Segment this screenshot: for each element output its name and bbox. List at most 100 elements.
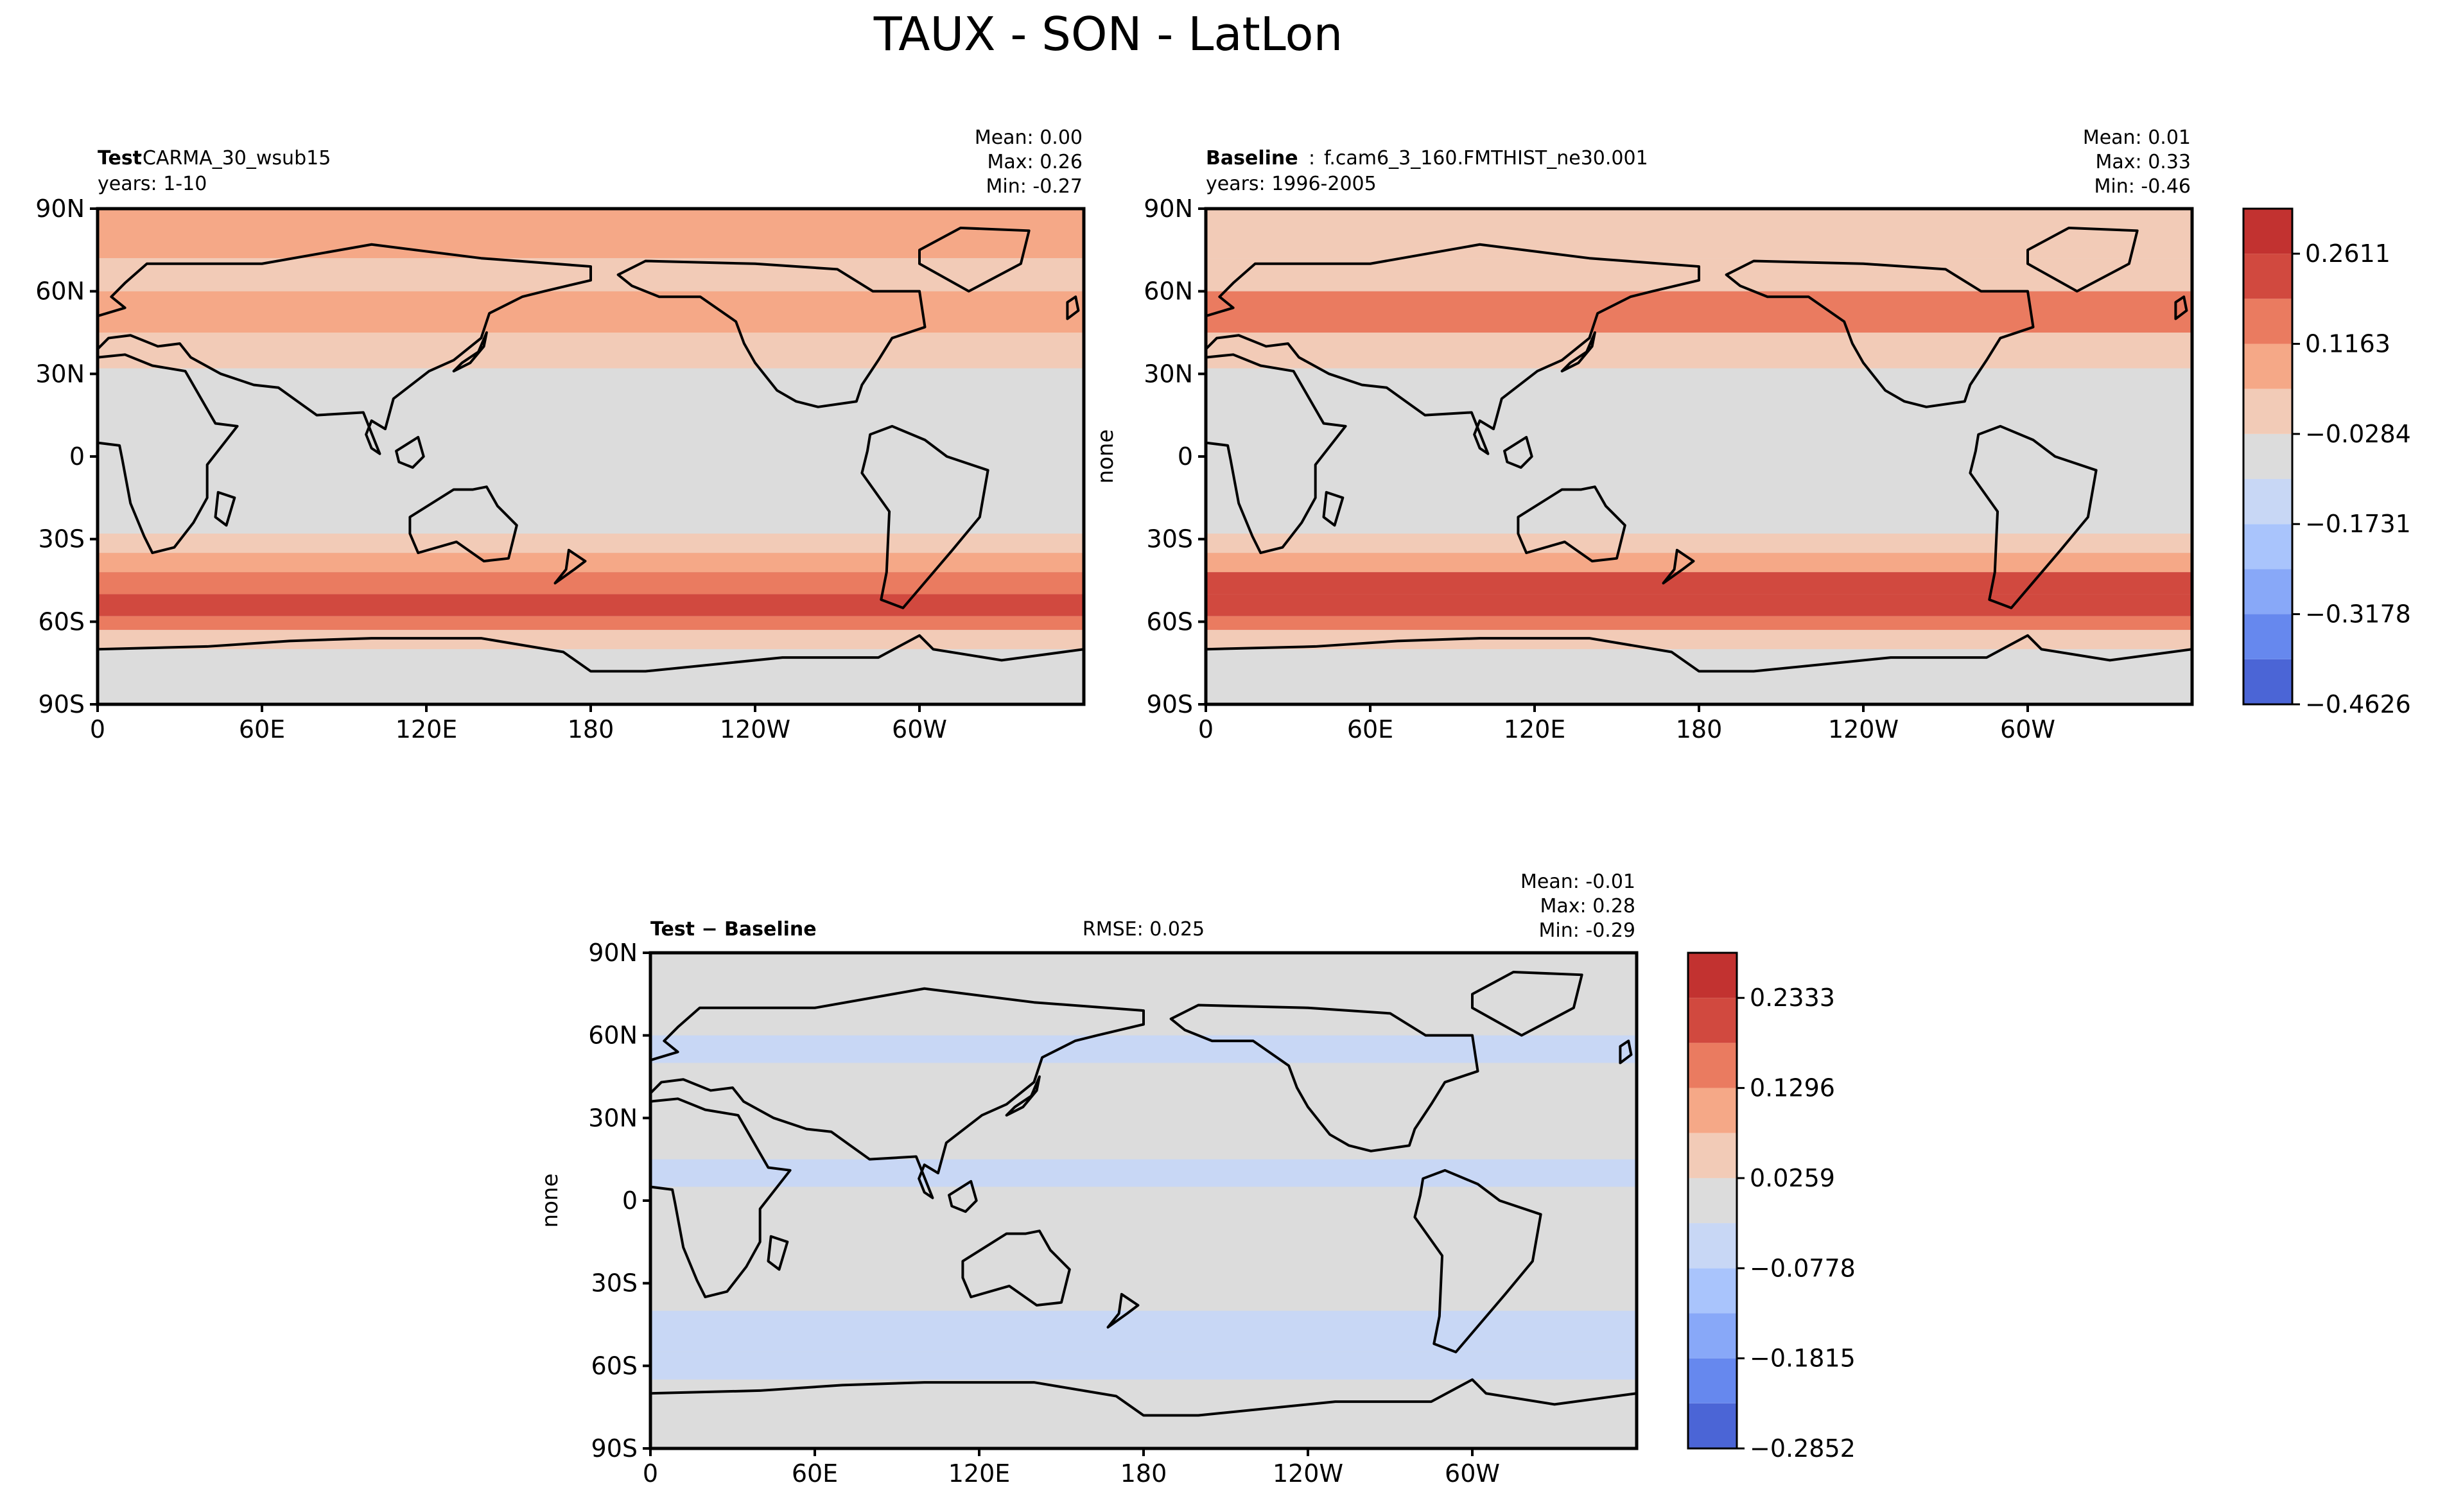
panel-baseline-years: years: 1996-2005: [1206, 173, 1377, 195]
colorbar-tick-label: 0.1163: [2305, 330, 2390, 358]
colorbar-tick-label: −0.3178: [2305, 600, 2411, 629]
zonal-band: [1206, 594, 2192, 616]
colorbar-bottom: −0.2852 −0.1815 −0.0778 0.0259 0.1296 0.2333: [1687, 952, 1856, 1463]
x-tick-label: 120E: [1504, 715, 1566, 743]
zonal-band: [650, 1310, 1637, 1352]
panel-diff-mean: Mean: -0.01: [1520, 871, 1635, 893]
zonal-band: [98, 649, 1084, 704]
y-tick-label: 60N: [1144, 277, 1193, 306]
x-tick-label: 120E: [396, 715, 458, 743]
colorbar-segment: [1688, 998, 1737, 1043]
coastline: [650, 1378, 1637, 1448]
x-tick-label: 60E: [792, 1459, 838, 1488]
zonal-band: [98, 616, 1084, 630]
coastline: [1206, 634, 2192, 704]
x-tick-label: 60E: [239, 715, 285, 743]
panel-test-years: years: 1-10: [98, 173, 207, 195]
panel-baseline-min: Min: -0.46: [2094, 175, 2191, 198]
coastline: [98, 243, 592, 455]
coastline: [1619, 1039, 1633, 1064]
panel-test-ticks: 0 60E 120E 180 120W 60W 90N 60N 30N 0 30S 60S 90S: [35, 195, 947, 743]
coastline: [408, 485, 518, 562]
coastline: [452, 331, 488, 373]
colorbar-tick-label: 0.0259: [1750, 1164, 1835, 1192]
zonal-band: [1206, 616, 2192, 630]
panel-test-title-case: CARMA_30_wsub15: [143, 147, 331, 169]
zonal-band: [650, 1035, 1637, 1063]
zonal-band: [650, 1159, 1637, 1187]
panel-test-map: [98, 209, 1084, 704]
panel-diff-map: [650, 953, 1637, 1448]
coastline: [1206, 243, 1700, 455]
zonal-band: [98, 470, 1084, 534]
colorbar-segment: [2243, 343, 2292, 389]
colorbar-segment: [2243, 299, 2292, 344]
coastline: [1066, 295, 1080, 320]
colorbar-tick-label: 0.2333: [1750, 984, 1835, 1012]
colorbar-segment: [1688, 953, 1737, 998]
zonal-band: [1206, 649, 2192, 704]
coastline: [214, 491, 236, 527]
zonal-band: [1206, 291, 2192, 333]
coastline: [395, 435, 425, 469]
coastline: [2026, 227, 2139, 293]
colorbar-segment: [1688, 1088, 1737, 1133]
coastline: [767, 1235, 789, 1271]
colorbar-segment: [1688, 1133, 1737, 1178]
colorbar-segment: [2243, 524, 2292, 569]
x-tick-label: 60W: [892, 715, 947, 743]
y-tick-label: 90N: [588, 939, 638, 967]
coastline: [961, 1230, 1071, 1307]
colorbar-segment: [2243, 614, 2292, 659]
x-tick-label: 120W: [1828, 715, 1899, 743]
panel-test-title-sep: :: [136, 147, 143, 169]
y-tick-label: 30S: [39, 525, 85, 553]
coastline: [1517, 485, 1626, 562]
coastline: [1169, 1004, 1479, 1152]
zonal-band: [1206, 470, 2192, 534]
coastline: [650, 1097, 792, 1299]
y-tick-label: 60S: [39, 607, 85, 636]
y-tick-label: 30S: [591, 1269, 638, 1298]
x-tick-label: 0: [90, 715, 105, 743]
zonal-band: [98, 534, 1084, 553]
panel-baseline-title-sep: :: [1309, 147, 1315, 169]
zonal-band: [1206, 572, 2192, 595]
colorbar-segment: [1688, 1268, 1737, 1314]
colorbar-tick-label: 0.2611: [2305, 239, 2390, 268]
colorbar-tick-label: 0.1296: [1750, 1074, 1835, 1102]
coastline: [1662, 548, 1695, 585]
x-tick-label: 0: [1198, 715, 1214, 743]
zonal-band: [1206, 630, 2192, 650]
x-tick-label: 0: [643, 1459, 658, 1488]
y-tick-label: 90S: [1147, 690, 1193, 718]
x-tick-label: 60W: [2000, 715, 2055, 743]
coastline: [553, 548, 587, 585]
colorbar-segment: [1688, 1403, 1737, 1448]
coastline: [1725, 259, 2035, 408]
panel-diff-ticks: 0 60E 120E 180 120W 60W 90N 60N 30N 0 30S 60S 90S: [588, 939, 1500, 1488]
zonal-band: [98, 291, 1084, 333]
zonal-band: [650, 1351, 1637, 1380]
colorbar-segment: [2243, 659, 2292, 704]
panel-baseline-max: Max: 0.33: [2096, 151, 2191, 173]
zonal-band: [1206, 333, 2192, 369]
panel-baseline-ylabel: none: [1093, 430, 1119, 484]
colorbar-tick-label: −0.1731: [2305, 510, 2411, 538]
coastline: [98, 634, 1084, 704]
colorbar-segment: [1688, 1313, 1737, 1359]
coastline: [948, 1179, 978, 1213]
colorbar-frame: [1687, 952, 1738, 1450]
colorbar-segment: [1688, 1358, 1737, 1403]
coastline: [650, 987, 1145, 1199]
colorbar-tick-label: −0.2852: [1750, 1434, 1856, 1463]
zonal-band: [98, 423, 1084, 471]
coastline: [616, 259, 927, 408]
panel-diff-ylabel: none: [537, 1174, 563, 1228]
coastline: [918, 227, 1031, 293]
colorbar-segment: [2243, 209, 2292, 254]
zonal-band: [98, 209, 1084, 259]
zonal-band: [98, 594, 1084, 616]
panel-diff-rmse: RMSE: 0.025: [1083, 918, 1205, 941]
